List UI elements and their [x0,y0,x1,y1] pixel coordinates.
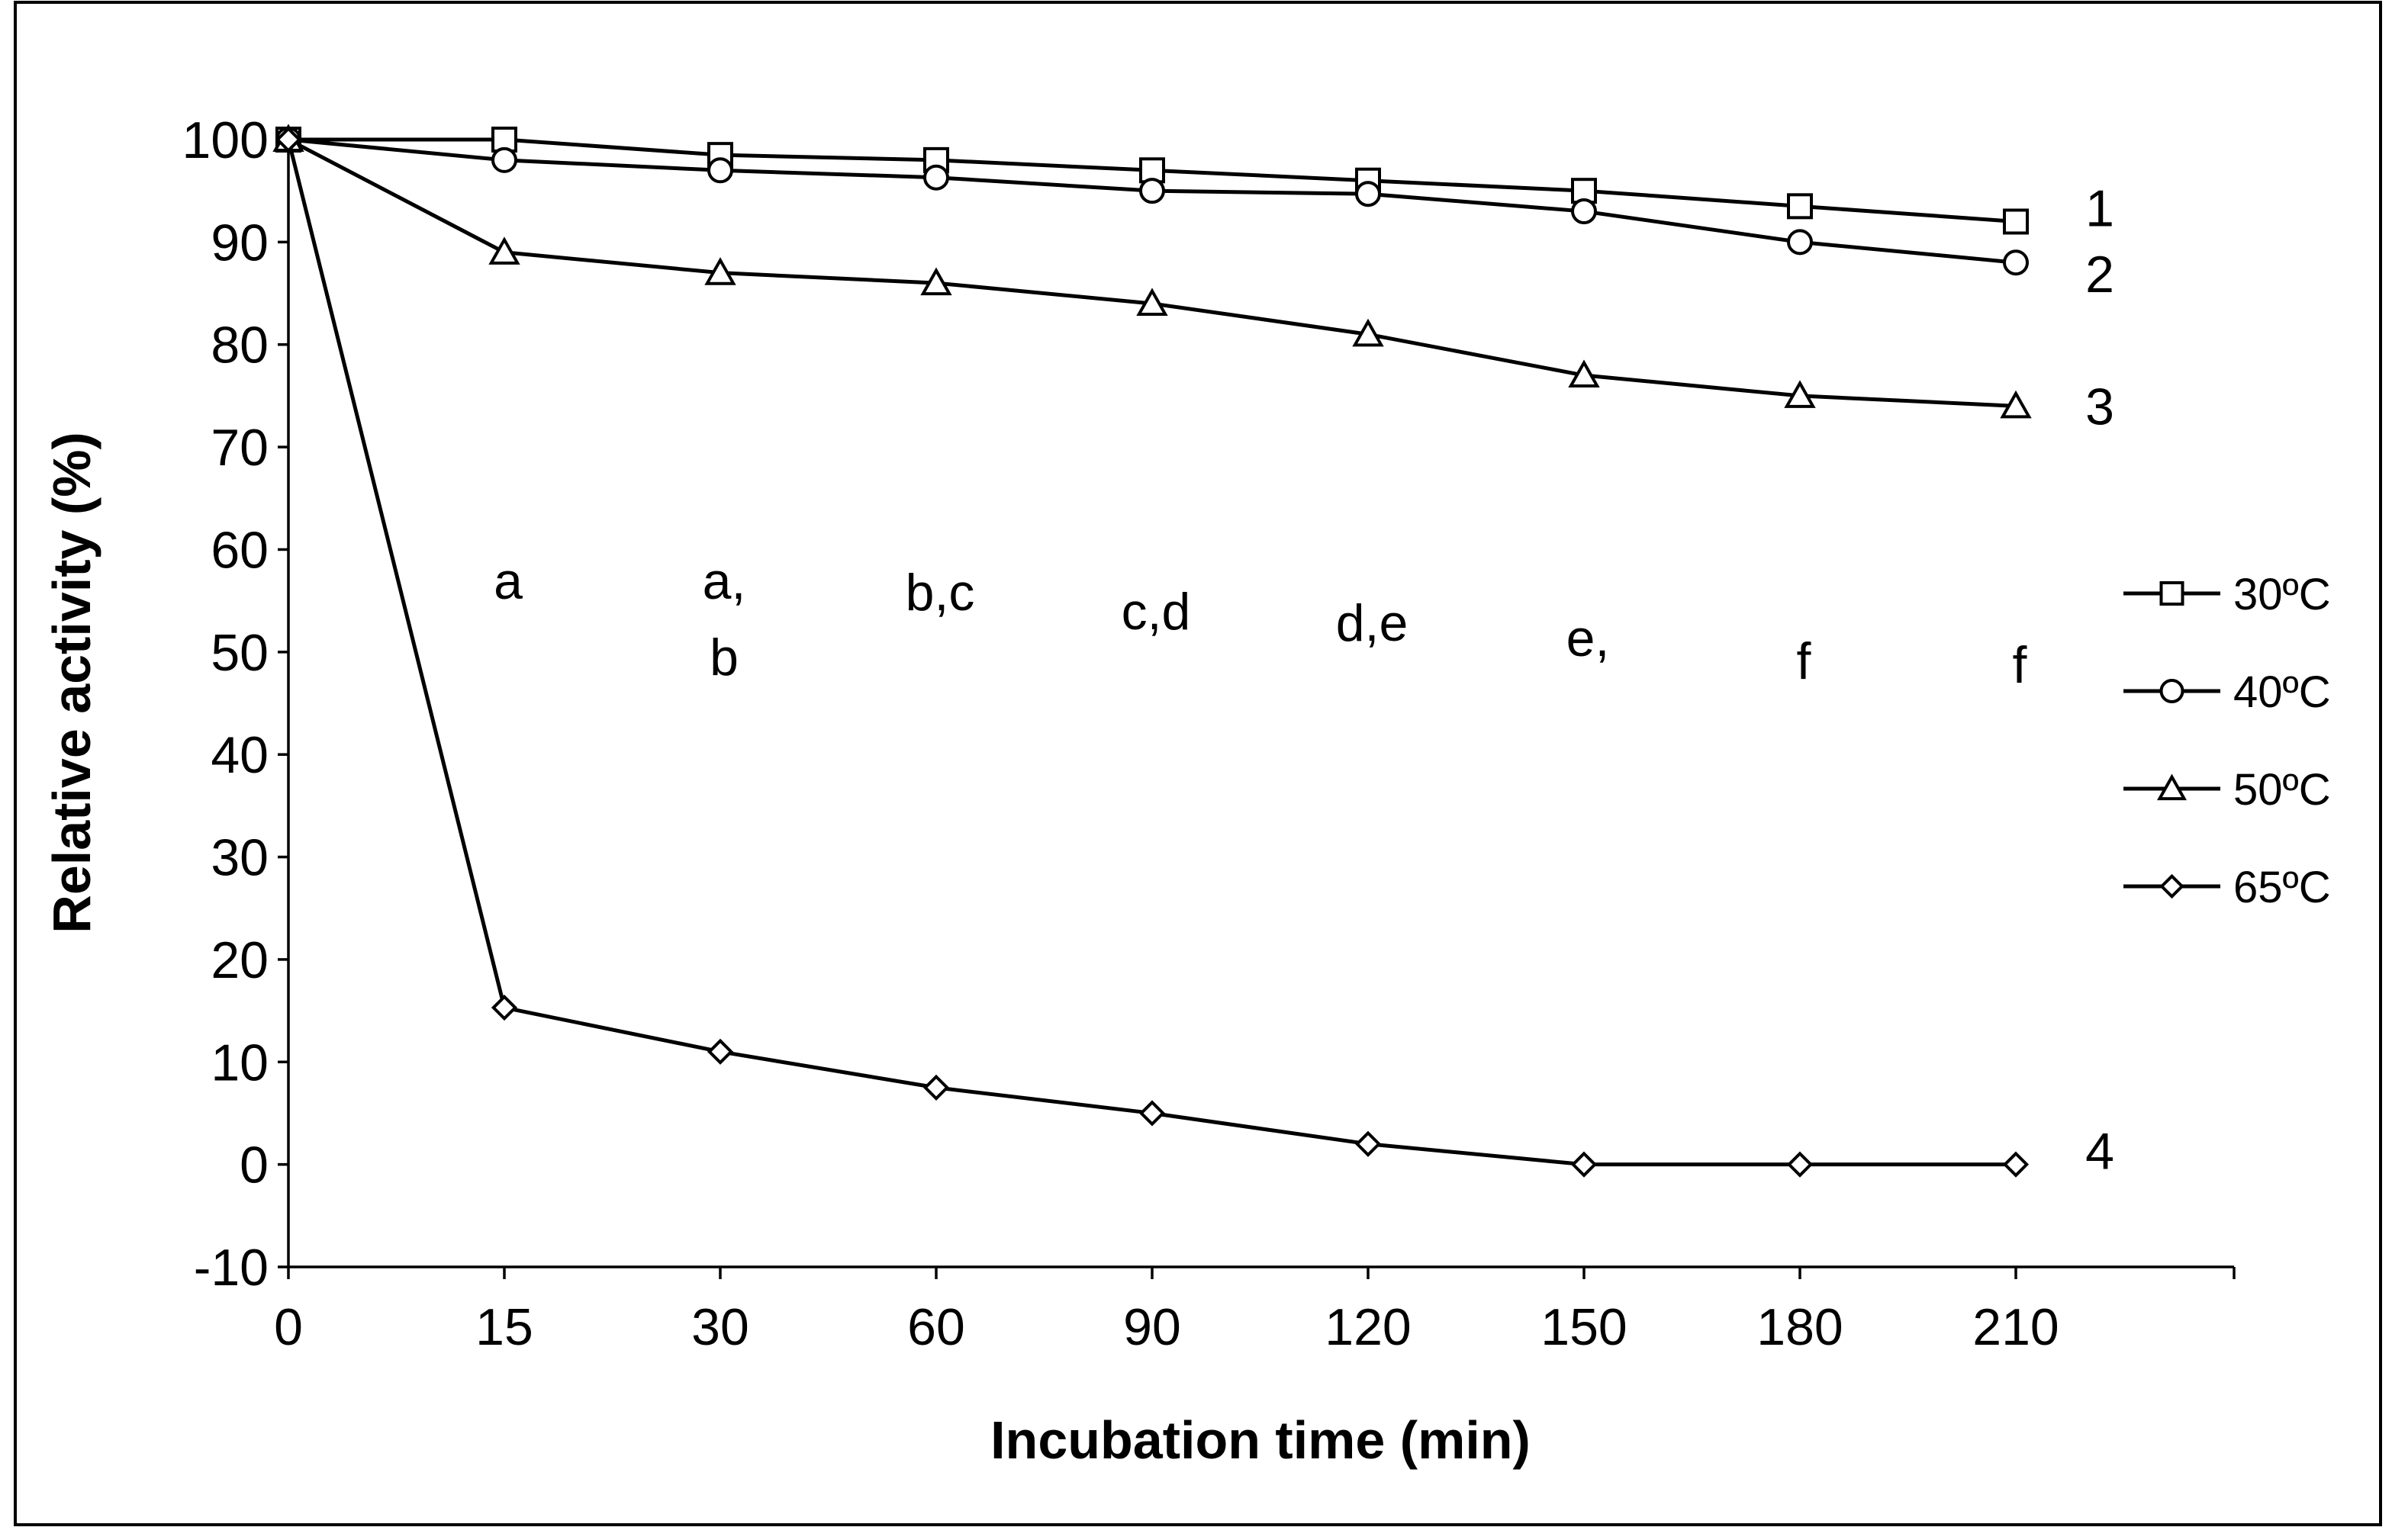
triangle-marker [704,257,736,285]
triangle-marker [1568,359,1600,388]
square-marker [2159,581,2184,606]
x-tick-label: 120 [1325,1298,1411,1356]
circle-marker [2003,249,2029,276]
square-marker [2003,208,2029,235]
x-tick-label: 180 [1756,1298,1843,1356]
y-tick-label: 40 [211,726,269,784]
y-tick-label: -10 [194,1239,269,1297]
diamond-marker [707,1038,734,1065]
y-axis-title: Relative activity (%) [42,432,101,933]
axes [287,132,2234,1268]
diamond-marker [1138,1100,1166,1127]
series-40ºC [275,127,2029,276]
triangle-marker [2000,390,2032,419]
diamond-marker [2159,873,2184,899]
diamond-marker [491,994,518,1021]
diamond-marker [275,126,302,153]
y-tick-label: 0 [240,1137,269,1194]
significance-annotations: a a, b b,c c,d d,e e, f f [494,552,2027,694]
triangle-marker [1784,380,1816,408]
square-marker [1139,157,1165,184]
diamond-marker [1570,1151,1598,1178]
x-tick-label: 0 [274,1298,303,1356]
circle-marker [1355,181,1381,207]
circle-marker [923,164,949,191]
square-marker [1787,193,1813,220]
x-axis-title: Incubation time (min) [990,1410,1531,1470]
y-tick-label: 60 [211,521,269,579]
x-tick-label: 210 [1972,1298,2059,1356]
y-tick-label: 30 [211,829,269,887]
series-65ºC [275,126,2030,1178]
circle-marker [1571,198,1597,225]
circle-marker [2159,679,2184,703]
x-tick-label: 15 [475,1298,533,1356]
curve-label: 2 [2085,246,2114,304]
curve-labels: 1 2 3 4 [2085,179,2114,1180]
circle-marker [707,157,733,184]
legend-label: 40ºC [2233,667,2331,717]
annotation-label: f [1797,632,1811,690]
triangle-marker [488,236,520,265]
chart-frame [14,1,2382,1526]
annotation-label: e, [1566,609,1610,667]
triangle-marker [1352,318,1384,347]
diamond-marker [1354,1130,1382,1157]
y-tick-label: 10 [211,1034,269,1092]
annotation-label: b [710,629,739,686]
curve-label: 1 [2085,179,2114,237]
legend-label: 50ºC [2233,765,2331,815]
diamond-marker [1786,1151,1814,1178]
legend-item: 30ºC [2123,570,2331,619]
triangle-marker [2156,773,2188,801]
triangle-marker [1136,288,1168,317]
diamond-marker [922,1074,950,1101]
circle-marker [491,146,517,173]
legend-item: 50ºC [2123,765,2331,815]
x-tick-label: 30 [691,1298,749,1356]
circle-marker [1787,229,1813,256]
y-tick-label: 100 [182,111,269,169]
x-tick-label: 150 [1540,1298,1627,1356]
curve-label: 4 [2085,1123,2114,1181]
legend-item: 40ºC [2123,667,2331,717]
x-tick-label: 90 [1123,1298,1181,1356]
y-tick-label: 70 [211,419,269,477]
legend: 30ºC 40ºC 50ºC 65ºC [2123,570,2331,912]
annotation-label: a, [703,552,746,610]
series-layer [272,124,2032,1178]
legend-label: 30ºC [2233,570,2331,619]
y-tick-label: 50 [211,624,269,682]
annotation-label: b,c [906,564,975,622]
annotation-label: f [2013,636,2027,694]
annotation-label: d,e [1336,594,1408,652]
circle-marker [1139,178,1165,204]
y-tick-label: 90 [211,214,269,272]
triangle-marker [920,267,952,296]
x-tick-label: 60 [907,1298,965,1356]
annotation-label: c,d [1122,583,1191,641]
curve-label: 3 [2085,378,2114,436]
y-axis-ticks: -10 0 10 20 30 40 50 60 70 80 90 100 [182,111,288,1297]
diamond-marker [2002,1151,2030,1178]
y-tick-label: 20 [211,931,269,989]
legend-label: 65ºC [2233,863,2331,912]
legend-item: 65ºC [2123,863,2331,912]
y-tick-label: 80 [211,317,269,375]
annotation-label: a [494,552,523,610]
x-axis-ticks: 0 15 30 60 90 120 150 180 210 [274,1267,2236,1356]
